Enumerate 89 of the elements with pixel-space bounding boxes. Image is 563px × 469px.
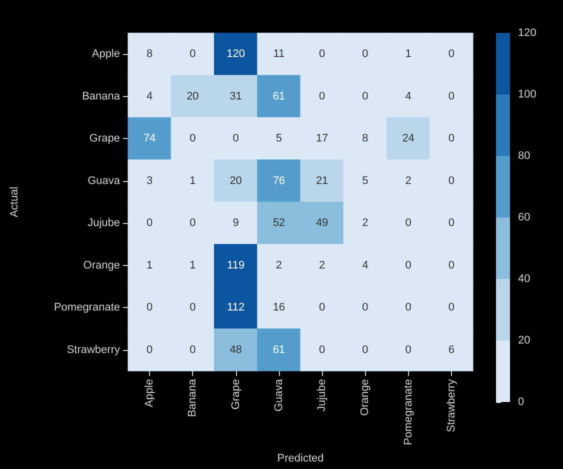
data-label: 0 (190, 302, 196, 314)
x-tick-label: Banana (186, 378, 199, 417)
x-tick-label: Grape (230, 379, 242, 410)
data-label: 1 (190, 174, 196, 187)
data-label: 0 (190, 217, 196, 230)
data-label: 49 (316, 217, 328, 230)
data-label: 5 (276, 132, 282, 145)
x-tick-label: Pomegranate (402, 379, 414, 446)
data-label: 4 (405, 90, 412, 102)
data-label: 76 (272, 174, 286, 187)
data-label: 2 (319, 259, 326, 272)
data-label: 0 (190, 48, 196, 60)
data-label: 1 (190, 259, 196, 272)
data-label: 0 (319, 48, 326, 60)
data-label: 74 (143, 132, 156, 145)
data-label: 0 (232, 132, 239, 145)
data-label: 0 (190, 344, 196, 356)
x-tick-label: Orange (359, 379, 372, 416)
data-label: 4 (362, 259, 368, 272)
data-label: 0 (146, 217, 153, 230)
data-label: 120 (226, 48, 245, 60)
data-label: 119 (227, 259, 245, 272)
data-label: 0 (405, 217, 412, 230)
data-label: 24 (402, 132, 414, 145)
y-axis-title: Actual (8, 186, 20, 218)
data-label: 0 (319, 302, 326, 314)
data-label: 0 (448, 259, 454, 272)
color-bar-label: 0 (518, 396, 524, 408)
data-label: 0 (448, 132, 454, 145)
data-label: 0 (190, 132, 196, 145)
y-tick-label: Pomegranate (54, 302, 120, 314)
color-bar-label: 80 (518, 150, 530, 162)
data-label: 0 (362, 302, 368, 314)
color-bar-label: 100 (518, 88, 536, 100)
data-label: 61 (272, 90, 286, 102)
data-label: 112 (227, 302, 245, 314)
data-label: 2 (276, 259, 282, 272)
y-tick-label: Strawberry (66, 344, 120, 356)
data-label: 52 (272, 217, 286, 230)
data-label: 4 (146, 90, 153, 102)
data-label: 0 (319, 344, 326, 356)
data-label: 11 (273, 48, 285, 60)
data-label: 20 (230, 174, 242, 187)
color-bar-label: 20 (518, 334, 530, 346)
data-label: 6 (448, 344, 454, 356)
data-label: 0 (448, 174, 454, 187)
data-label: 21 (316, 174, 328, 187)
data-label: 31 (230, 90, 242, 102)
x-tick-label: Apple (144, 379, 156, 408)
data-label: 8 (362, 132, 368, 145)
data-label: 0 (448, 90, 454, 102)
y-tick-label: Orange (83, 259, 120, 272)
y-tick-label: Banana (82, 90, 121, 102)
data-label: 20 (186, 90, 199, 102)
data-label: 0 (362, 48, 368, 60)
color-bar-label: 40 (518, 273, 530, 285)
y-tick-label: Jujube (88, 217, 120, 230)
data-label: 0 (405, 302, 412, 314)
data-label: 8 (146, 48, 153, 60)
data-label: 0 (448, 48, 454, 60)
x-tick-label: Strawberry (445, 378, 458, 432)
data-label: 0 (405, 259, 412, 272)
color-bar-label: 60 (518, 212, 530, 224)
data-label: 0 (146, 302, 153, 314)
data-label: 0 (448, 217, 454, 230)
data-label: 0 (405, 344, 412, 356)
data-label: 3 (146, 174, 153, 187)
data-label: 0 (448, 302, 454, 314)
data-label: 0 (362, 344, 368, 356)
data-label: 2 (405, 174, 412, 187)
x-tick-label: Guava (272, 378, 285, 412)
y-tick-label: Guava (88, 174, 121, 187)
data-label: 9 (232, 217, 239, 230)
data-label: 61 (272, 344, 286, 356)
y-tick-label: Apple (92, 48, 120, 60)
data-label: 0 (319, 90, 326, 102)
data-label: 1 (146, 259, 153, 272)
x-tick-label: Jujube (316, 379, 328, 412)
y-tick-label: Grape (89, 132, 120, 145)
color-bar-label: 120 (518, 27, 536, 39)
x-axis-title: Predicted (277, 452, 324, 464)
data-label: 0 (146, 344, 153, 356)
data-label: 48 (230, 344, 242, 356)
data-label: 17 (316, 132, 328, 145)
data-label: 0 (362, 90, 368, 102)
data-label: 16 (272, 302, 286, 314)
data-label: 5 (362, 174, 368, 187)
data-label: 1 (405, 48, 412, 60)
data-label: 2 (362, 217, 368, 230)
